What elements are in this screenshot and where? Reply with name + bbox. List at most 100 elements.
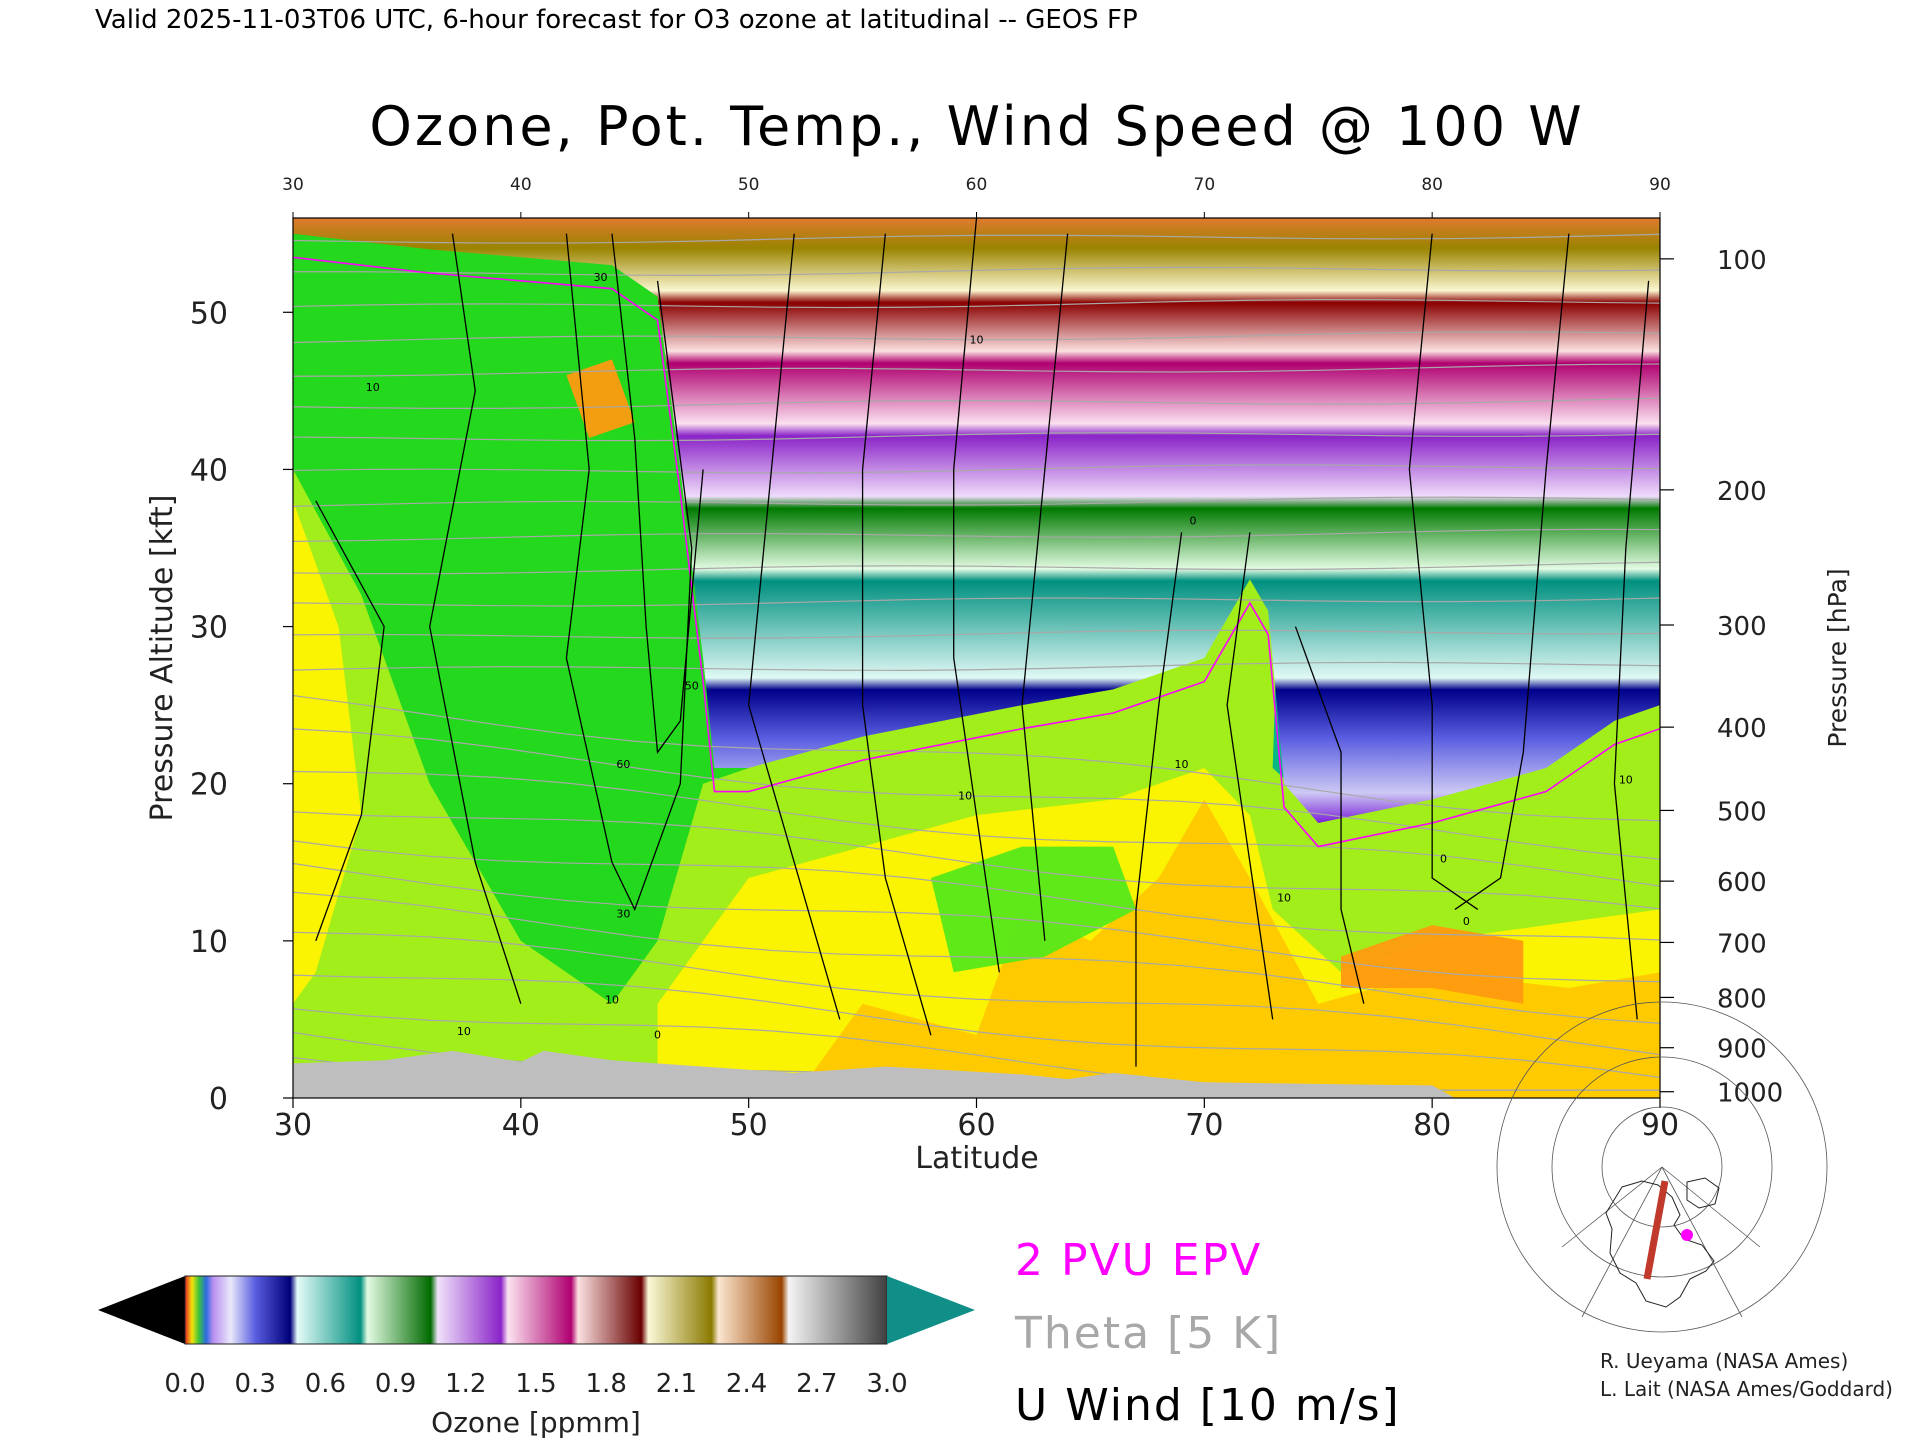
theta-contour bbox=[293, 811, 1660, 910]
theta-contour bbox=[293, 974, 1660, 1079]
inset-location-dot bbox=[1681, 1229, 1693, 1241]
ozone-field: 30 50 60 30 10 10 10 10 10 10 10 10 0 0 0 0 bbox=[293, 218, 1660, 1098]
pressure-tick-label: 1000 bbox=[1717, 1079, 1783, 1109]
u-wind-contour bbox=[315, 500, 385, 942]
troposphere-band-1 bbox=[293, 500, 362, 1004]
u-wind-contour bbox=[1226, 532, 1274, 1020]
u-wind-contour bbox=[565, 233, 693, 912]
theta-contour bbox=[293, 891, 1660, 1024]
colorbar-tick-label: 0.9 bbox=[375, 1369, 416, 1399]
contour-legend: 2 PVU EPV Theta [5 K] U Wind [10 m/s] bbox=[1014, 1235, 1399, 1431]
theta-contour bbox=[293, 397, 1660, 409]
inset-section-line bbox=[1643, 1180, 1669, 1280]
colorbar-high-arrow bbox=[887, 1276, 975, 1344]
troposphere-band-5 bbox=[566, 359, 635, 438]
u-wind-label: 60 bbox=[616, 758, 630, 771]
u-wind-label: 10 bbox=[366, 381, 380, 394]
x-axis-title: Latitude bbox=[915, 1141, 1038, 1176]
ozone-colorbar: 0.0 0.3 0.6 0.9 1.2 1.5 1.8 2.1 2.4 2.7 3.0 Ozone … bbox=[98, 1275, 975, 1439]
colorbar-tick-label: 1.8 bbox=[586, 1369, 627, 1399]
theta-contour bbox=[293, 528, 1660, 542]
colorbar-tick-label: 0.0 bbox=[164, 1369, 205, 1399]
x-tick-label: 40 bbox=[502, 1108, 540, 1143]
theta-contour bbox=[293, 432, 1660, 442]
pressure-tick-label: 400 bbox=[1717, 714, 1767, 744]
inset-map-graticule bbox=[1496, 1001, 1828, 1333]
u-wind-label: 10 bbox=[958, 789, 972, 802]
x-top-tick-label: 40 bbox=[510, 175, 532, 195]
u-wind-label: 10 bbox=[970, 334, 984, 347]
pressure-tick-label: 900 bbox=[1717, 1035, 1767, 1065]
troposphere-band-0 bbox=[293, 218, 749, 1004]
y-tick-label: 20 bbox=[190, 768, 228, 803]
pressure-tick-label: 200 bbox=[1717, 477, 1767, 507]
y-tick-label: 50 bbox=[190, 296, 228, 331]
theta-contour bbox=[293, 266, 1660, 276]
credit-line-2: L. Lait (NASA Ames/Goddard) bbox=[1600, 1377, 1893, 1401]
x-tick-label: 90 bbox=[1641, 1108, 1679, 1143]
colorbar-tick-label: 2.4 bbox=[726, 1369, 767, 1399]
colorbar-tick-label: 0.3 bbox=[235, 1369, 276, 1399]
y-axis-right-title: Pressure [hPa] bbox=[1823, 568, 1852, 747]
pressure-tick-label: 100 bbox=[1717, 246, 1767, 276]
pressure-tick-label: 800 bbox=[1717, 984, 1767, 1014]
stratosphere-field bbox=[293, 218, 1660, 823]
x-tick-label: 50 bbox=[730, 1108, 768, 1143]
u-wind-label: 10 bbox=[1277, 892, 1291, 905]
u-wind-label: 30 bbox=[594, 271, 608, 284]
troposphere-band-6 bbox=[930, 846, 1136, 973]
x-tick-label: 60 bbox=[957, 1108, 995, 1143]
terrain-mask bbox=[293, 1050, 1455, 1098]
u-wind-label: 10 bbox=[605, 994, 619, 1007]
inset-map-greenland bbox=[1686, 1177, 1720, 1209]
u-wind-contour bbox=[1408, 233, 1479, 910]
plot-area: 30 50 60 30 10 10 10 10 10 10 10 10 0 0 0 0 bbox=[292, 217, 1661, 1099]
u-wind-contour bbox=[1135, 532, 1183, 1067]
colorbar-tick-label: 0.6 bbox=[305, 1369, 346, 1399]
x-top-tick-label: 80 bbox=[1421, 175, 1443, 195]
colorbar-title: Ozone [ppmm] bbox=[431, 1406, 641, 1439]
colorbar-tick-label: 3.0 bbox=[866, 1369, 907, 1399]
u-wind-contour bbox=[861, 233, 932, 1036]
u-wind-contour bbox=[953, 218, 1000, 973]
theta-contour bbox=[293, 331, 1660, 344]
u-wind-contour bbox=[1021, 233, 1069, 941]
legend-epv: 2 PVU EPV bbox=[1015, 1235, 1262, 1286]
x-tick-label: 30 bbox=[274, 1108, 312, 1143]
u-wind-label: 0 bbox=[1440, 852, 1447, 865]
theta-contour bbox=[293, 862, 1660, 983]
u-wind-label: 30 bbox=[616, 907, 630, 920]
x-top-tick-label: 90 bbox=[1649, 175, 1671, 195]
axes: 3030404050506060707080809090010203040501… bbox=[190, 175, 1783, 1143]
theta-contour bbox=[293, 561, 1660, 575]
epv-2pvu-contour bbox=[293, 256, 1660, 848]
colorbar-tick-label: 2.7 bbox=[796, 1369, 837, 1399]
theta-contour bbox=[293, 661, 1660, 671]
pressure-tick-label: 700 bbox=[1717, 929, 1767, 959]
u-wind-contour bbox=[611, 233, 704, 755]
theta-contour bbox=[293, 629, 1660, 639]
colorbar-tick-label: 1.5 bbox=[515, 1369, 556, 1399]
colorbar-gradient bbox=[184, 1275, 888, 1345]
u-wind-contour bbox=[1454, 233, 1570, 910]
u-wind-label: 10 bbox=[457, 1025, 471, 1038]
pressure-tick-label: 300 bbox=[1717, 612, 1767, 642]
theta-contour bbox=[293, 597, 1660, 607]
x-tick-label: 80 bbox=[1413, 1108, 1451, 1143]
troposphere-band-4 bbox=[1341, 925, 1524, 1004]
inset-map bbox=[1496, 1001, 1828, 1333]
u-wind-contour bbox=[429, 233, 522, 1004]
u-wind-label: 0 bbox=[1463, 915, 1470, 928]
theta-contour bbox=[293, 464, 1660, 474]
u-wind-label: 0 bbox=[654, 1028, 661, 1041]
theta-contour bbox=[293, 496, 1660, 508]
u-wind-label: 10 bbox=[1175, 758, 1189, 771]
y-axis-left-title: Pressure Altitude [kft] bbox=[145, 495, 180, 822]
theta-contour bbox=[293, 840, 1660, 941]
y-tick-label: 40 bbox=[190, 453, 228, 488]
colorbar-tick-label: 2.1 bbox=[656, 1369, 697, 1399]
x-top-tick-label: 30 bbox=[282, 175, 304, 195]
x-top-tick-label: 60 bbox=[966, 175, 988, 195]
y-tick-label: 30 bbox=[190, 611, 228, 646]
